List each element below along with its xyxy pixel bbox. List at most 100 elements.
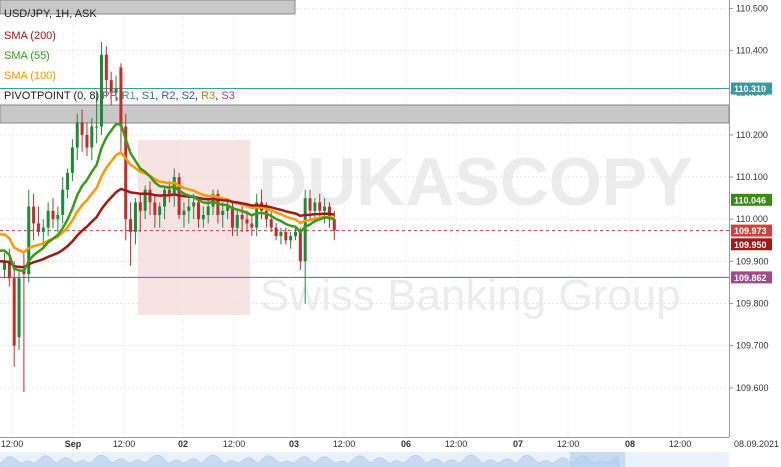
candle-body-63	[308, 198, 312, 211]
candle-body-59	[289, 236, 293, 241]
x-tick-label-1: Sep	[65, 439, 82, 449]
volume-area	[0, 454, 621, 467]
candle-body-66	[323, 206, 327, 211]
candle-body-3	[17, 278, 21, 338]
sma55-line	[0, 122, 335, 273]
candle-body-34	[167, 189, 171, 194]
pivot-legend-r1: R1	[122, 90, 136, 102]
y-tick-label-6: 109.900	[736, 256, 769, 266]
candle-body-10	[51, 210, 55, 220]
y-tick-label-1: 110.400	[736, 46, 768, 56]
pivot-legend-prefix: PIVOTPOINT (0, 8)	[4, 90, 99, 102]
y-tick-label-0: 110.500	[736, 3, 768, 13]
pivot-legend-s3: S3	[221, 90, 234, 102]
candle-body-48	[235, 215, 239, 228]
x-tick-label-2: 12:00	[113, 439, 136, 449]
x-tick-label-11: 08	[625, 439, 635, 449]
candle-body-18	[90, 126, 94, 148]
price-tag-label-2: 109.973	[734, 226, 767, 236]
candle-body-64	[313, 202, 317, 211]
pivot-legend-r3: R3	[201, 90, 215, 102]
price-tag-box-1	[731, 193, 772, 206]
x-tick-label-3: 02	[178, 439, 188, 449]
candle-body-17	[85, 134, 89, 148]
candle-body-24	[119, 67, 123, 127]
x-tick-label-0: 12:00	[1, 439, 24, 449]
candle-body-45	[221, 210, 225, 215]
candle-body-9	[46, 210, 50, 228]
price-tag-box-4	[731, 271, 772, 284]
candle-body-23	[114, 88, 118, 93]
x-tick-label-12: 12:00	[669, 439, 692, 449]
candle-body-65	[318, 202, 322, 211]
candle-body-15	[75, 122, 79, 148]
candle-body-40	[197, 202, 200, 220]
candle-body-22	[109, 80, 113, 93]
candle-body-5	[27, 206, 31, 275]
candle-body-43	[211, 193, 215, 207]
candle-body-57	[279, 231, 283, 237]
x-tick-label-4: 12:00	[223, 439, 246, 449]
x-tick-label-5: 03	[289, 439, 299, 449]
candle-body-20	[100, 54, 103, 127]
candle-body-47	[230, 206, 234, 228]
volume-band	[0, 452, 729, 467]
candle-body-31	[153, 202, 157, 215]
pivot-zone-band	[0, 104, 730, 124]
y-tick-label-8: 109.700	[736, 341, 769, 351]
candle-body-56	[274, 227, 278, 237]
candle-body-33	[163, 189, 167, 207]
price-tags: 110.310 110.046 109.973 109.950 109.862	[731, 82, 772, 284]
candle-body-2	[12, 278, 16, 346]
candle-body-6	[32, 206, 36, 224]
candle-body-38	[187, 206, 191, 211]
candle-body-68	[332, 219, 336, 231]
candle-body-14	[70, 147, 74, 173]
candle-body-1	[7, 261, 11, 279]
candle-body-61	[298, 231, 302, 262]
candle-body-32	[158, 206, 162, 215]
price-tag-label-4: 109.862	[734, 273, 767, 283]
x-last-date-label: 08.09.2021	[734, 439, 779, 449]
candle-body-46	[226, 206, 230, 211]
candle-body-49	[240, 215, 244, 220]
candle-body-29	[143, 189, 147, 211]
chart-title: USD/JPY, 1H, ASK	[4, 8, 97, 20]
legend-header-box	[0, 0, 296, 15]
candle-body-62	[303, 198, 307, 262]
legend: USD/JPY, 1H, ASK SMA (200) SMA (55) SMA …	[0, 0, 296, 102]
candle-body-52	[255, 202, 259, 228]
x-tick-label-8: 12:00	[445, 439, 468, 449]
candle-body-26	[129, 219, 133, 232]
candle-body-60	[294, 231, 297, 237]
candle-body-16	[80, 122, 84, 135]
watermark-tagline: Swiss Banking Group	[260, 271, 681, 320]
y-tick-label-7: 109.800	[736, 299, 769, 309]
candle-body-21	[104, 54, 108, 81]
candle-body-0	[3, 261, 6, 270]
candle-body-11	[56, 215, 60, 220]
legend-sma55: SMA (55)	[4, 50, 50, 62]
y-tick-label-9: 109.600	[736, 383, 769, 393]
price-tag-box-0	[731, 82, 772, 95]
price-tag-label-3: 109.950	[734, 240, 767, 250]
candle-body-27	[133, 202, 137, 232]
legend-pivotpoint: PIVOTPOINT (0, 8) PP, R1, S1, R2, S2, R3…	[4, 90, 235, 102]
x-tick-label-9: 07	[513, 439, 523, 449]
candle-body-12	[61, 189, 65, 215]
candle-body-13	[66, 172, 70, 190]
sma-lines	[0, 122, 335, 273]
candle-body-58	[284, 231, 288, 241]
candle-body-7	[36, 223, 40, 232]
pivot-legend-s1: S1	[142, 90, 155, 102]
legend-sma100: SMA (100)	[4, 70, 56, 82]
candle-body-41	[201, 215, 205, 220]
candle-body-25	[124, 126, 128, 220]
candle-body-50	[245, 219, 249, 224]
y-tick-label-5: 110.000	[736, 214, 768, 224]
y-tick-label-3: 110.200	[736, 130, 768, 140]
sma200-line	[0, 187, 335, 269]
x-tick-label-10: 12:00	[557, 439, 580, 449]
